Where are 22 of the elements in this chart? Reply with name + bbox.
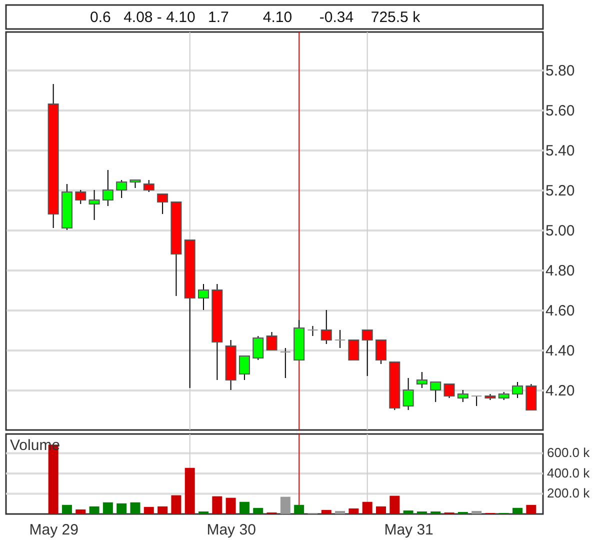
text: 1.7 xyxy=(208,9,229,26)
text: 725.5 k xyxy=(370,9,421,26)
y-axis-title: Volume xyxy=(10,437,60,454)
x-tick-label: May 29 xyxy=(29,522,78,538)
y-tick-label: 600.0 k xyxy=(547,445,590,460)
y-tick-label: 4.80 xyxy=(546,262,575,280)
text: 0.6 xyxy=(90,9,111,26)
text: -0.34 xyxy=(319,9,354,26)
x-tick-label: May 31 xyxy=(384,522,434,538)
y-tick-label: 4.20 xyxy=(546,382,575,400)
text: 4.08 - 4.10 xyxy=(124,9,196,26)
y-tick-label: 400.0 k xyxy=(547,465,590,480)
y-tick-label: 4.60 xyxy=(546,302,575,320)
y-tick-label: 5.20 xyxy=(546,182,575,200)
text: 4.10 xyxy=(262,9,292,26)
y-tick-label: 4.40 xyxy=(546,342,575,360)
y-tick-label: 5.60 xyxy=(546,102,575,120)
y-tick-label: 5.80 xyxy=(546,62,575,80)
y-tick-label: 200.0 k xyxy=(547,486,590,501)
x-tick-label: May 30 xyxy=(206,522,256,538)
y-tick-label: 5.00 xyxy=(546,222,575,240)
y-tick-label: 5.40 xyxy=(546,142,575,160)
